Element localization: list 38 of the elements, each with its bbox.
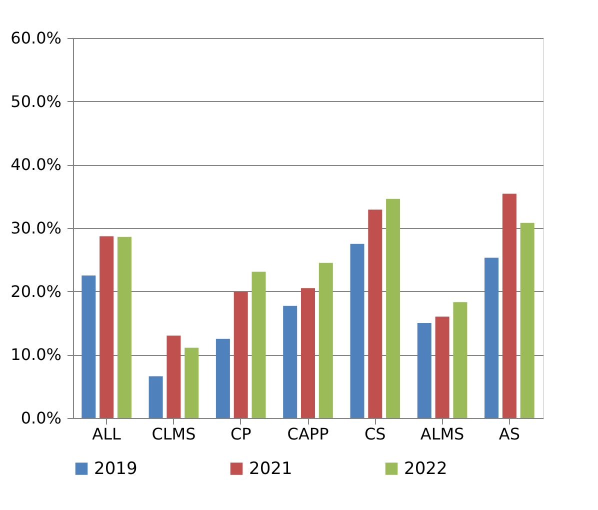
bar (435, 316, 450, 418)
legend-label: 2019 (94, 458, 138, 479)
bar (216, 338, 230, 418)
bar (301, 288, 315, 418)
bar (283, 306, 298, 418)
y-tick-label: 50.0% (10, 92, 62, 111)
bar (502, 194, 516, 418)
y-tick-label: 40.0% (10, 155, 62, 174)
x-tick-label: AS (498, 424, 520, 444)
bar (318, 262, 333, 418)
bar (484, 258, 499, 418)
x-tick-label: ALMS (420, 424, 464, 444)
x-tick-label: CP (230, 424, 252, 444)
y-tick-label: 30.0% (10, 218, 62, 238)
x-tick-label: CLMS (152, 424, 196, 444)
bar (117, 236, 132, 418)
y-tick-label: 10.0% (10, 345, 62, 364)
bar (252, 272, 266, 418)
y-tick-label: 20.0% (10, 282, 62, 301)
bar (453, 302, 468, 418)
bar (386, 198, 400, 418)
bar (100, 236, 114, 418)
bar (184, 348, 199, 418)
bar (368, 210, 382, 418)
bar (82, 276, 96, 418)
x-tick-label: CAPP (287, 424, 330, 444)
bar (350, 244, 364, 418)
y-tick-label: 60.0% (10, 28, 62, 48)
x-tick-label: ALL (92, 424, 122, 444)
bar (166, 336, 181, 418)
bar (520, 222, 534, 418)
bar (417, 323, 432, 418)
x-tick-label: CS (364, 424, 386, 444)
bar (234, 292, 248, 418)
legend-label: 2021 (249, 458, 292, 479)
legend-label: 2022 (404, 458, 448, 479)
y-tick-label: 0.0% (20, 408, 62, 428)
bar (148, 376, 163, 418)
